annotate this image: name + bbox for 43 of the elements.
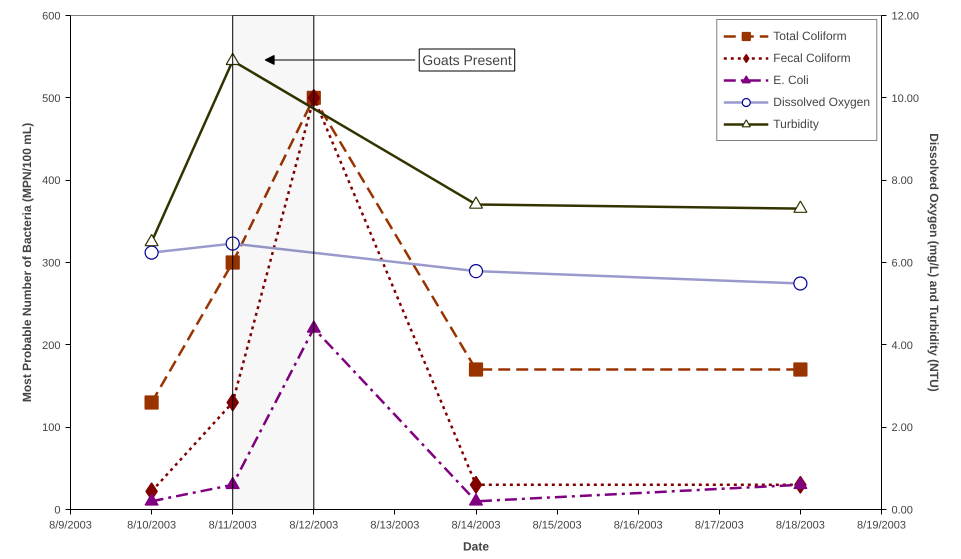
point	[144, 234, 159, 246]
point	[144, 395, 159, 410]
legend-label: Dissolved Oxygen	[773, 95, 870, 109]
legend-label: Turbidity	[773, 117, 819, 131]
y-tick-label: 200	[42, 340, 61, 352]
x-tick-label: 8/10/2003	[127, 520, 176, 532]
x-tick-label: 8/16/2003	[614, 520, 663, 532]
x-tick-label: 8/14/2003	[452, 520, 500, 532]
y2-axis-title: Dissolved Oxygen (mg/L) and Turbidity (NTU)	[927, 133, 942, 392]
x-tick-label: 8/12/2003	[289, 520, 338, 532]
y2-tick-label: 10.00	[892, 92, 920, 105]
point	[793, 362, 808, 377]
x-tick-label: 8/11/2003	[208, 520, 257, 532]
x-tick-label: 8/19/2003	[857, 520, 906, 532]
y-axis-title: Most Probable Number of Bacteria (MPN/100 mL)	[20, 122, 34, 402]
legend-label: Fecal Coliform	[773, 51, 851, 65]
legend-label: Total Coliform	[773, 29, 847, 43]
y2-tick-label: 8.00	[892, 175, 913, 188]
point	[226, 52, 240, 66]
y-tick-label: 400	[42, 175, 61, 188]
y-tick-label: 500	[42, 92, 61, 105]
y-tick-label: 0	[54, 504, 61, 516]
band-label: Goats Present	[422, 52, 512, 68]
y-tick-label: 300	[42, 258, 61, 270]
point	[470, 476, 482, 494]
point	[226, 255, 240, 270]
point	[468, 196, 484, 209]
x-tick-label: 8/17/2003	[694, 520, 744, 532]
y2-tick-label: 4.00	[892, 340, 913, 352]
y-tick-label: 100	[42, 422, 61, 434]
x-tick-label: 8/18/2003	[776, 520, 825, 532]
x-tick-label: 8/9/2003	[49, 520, 92, 532]
x-tick-label: 8/15/2003	[532, 520, 582, 532]
y2-tick-label: 6.00	[892, 258, 913, 270]
y-tick-label: 600	[42, 10, 61, 22]
x-axis-title: Date	[462, 540, 490, 554]
y2-tick-label: 0.00	[892, 504, 913, 516]
x-tick-label: 8/13/2003	[370, 520, 420, 532]
y2-tick-label: 2.00	[892, 422, 913, 434]
point	[468, 362, 484, 377]
legend-label: E. Coli	[773, 73, 809, 87]
y2-tick-label: 12.00	[892, 10, 920, 22]
point	[793, 200, 808, 213]
